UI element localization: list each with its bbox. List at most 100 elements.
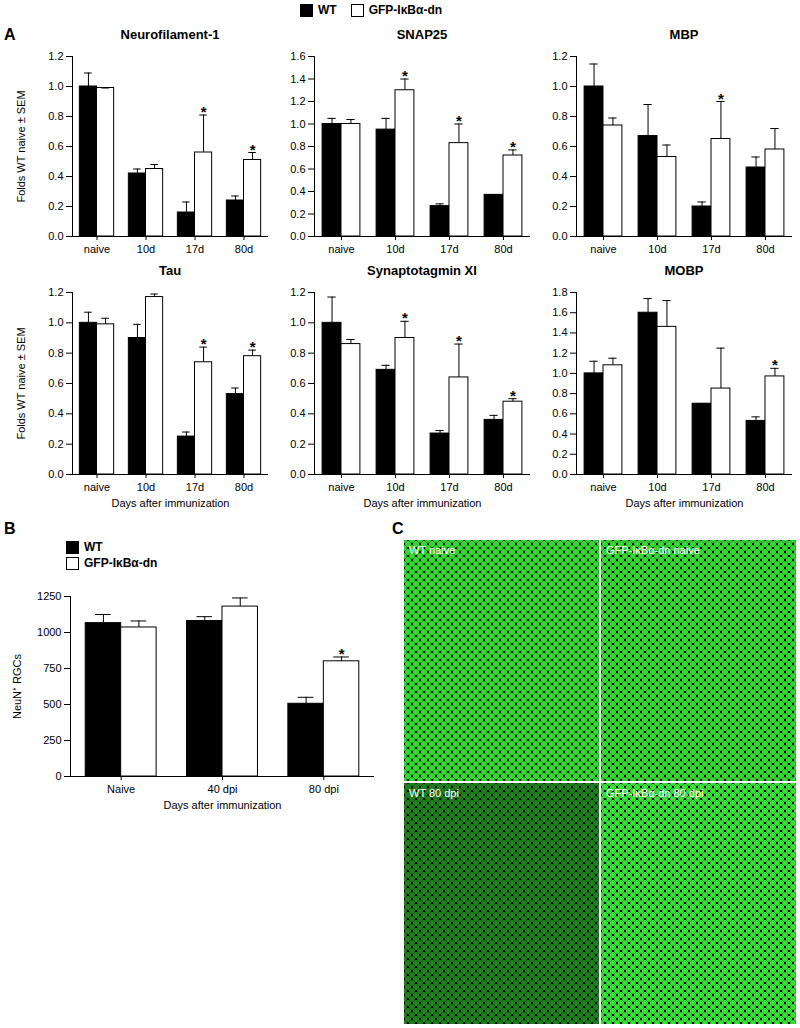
svg-text:1.0: 1.0 [552, 80, 567, 92]
svg-text:Days after immunization: Days after immunization [112, 497, 230, 509]
svg-text:Days after immunization: Days after immunization [626, 497, 744, 509]
svg-text:10d: 10d [648, 481, 666, 493]
svg-text:naive: naive [328, 481, 354, 493]
svg-text:1.8: 1.8 [552, 286, 567, 298]
svg-text:17d: 17d [702, 481, 720, 493]
svg-text:500: 500 [43, 698, 61, 710]
svg-text:17d: 17d [186, 243, 204, 255]
svg-text:0.8: 0.8 [48, 347, 63, 359]
svg-text:Folds WT naive ± SEM: Folds WT naive ± SEM [15, 90, 27, 202]
svg-text:naive: naive [590, 481, 616, 493]
svg-text:17d: 17d [186, 481, 204, 493]
svg-text:0.8: 0.8 [290, 140, 305, 152]
svg-text:1.0: 1.0 [290, 118, 305, 130]
svg-text:0.2: 0.2 [290, 208, 305, 220]
svg-text:0.4: 0.4 [552, 428, 567, 440]
svg-text:17d: 17d [440, 243, 458, 255]
svg-text:80 dpi: 80 dpi [309, 783, 339, 795]
svg-text:0.6: 0.6 [290, 377, 305, 389]
svg-text:naive: naive [590, 243, 616, 255]
svg-text:*: * [402, 309, 408, 326]
svg-text:0.8: 0.8 [48, 110, 63, 122]
svg-text:0.4: 0.4 [552, 170, 567, 182]
svg-text:1.0: 1.0 [48, 80, 63, 92]
svg-text:80d: 80d [756, 243, 774, 255]
svg-text:*: * [201, 103, 207, 120]
svg-text:0.6: 0.6 [48, 377, 63, 389]
svg-text:0.2: 0.2 [48, 200, 63, 212]
svg-text:Days after immunization: Days after immunization [364, 497, 482, 509]
svg-text:0.0: 0.0 [48, 468, 63, 480]
svg-text:*: * [250, 141, 256, 158]
svg-text:80d: 80d [494, 481, 512, 493]
svg-text:1.2: 1.2 [552, 347, 567, 359]
svg-text:1.6: 1.6 [552, 306, 567, 318]
svg-text:0.4: 0.4 [290, 185, 305, 197]
svg-text:17d: 17d [440, 481, 458, 493]
svg-text:*: * [201, 335, 207, 352]
svg-text:1.0: 1.0 [552, 367, 567, 379]
svg-text:*: * [456, 332, 462, 349]
svg-text:0.0: 0.0 [552, 468, 567, 480]
svg-text:0.0: 0.0 [290, 230, 305, 242]
svg-text:0.8: 0.8 [552, 110, 567, 122]
svg-text:1.6: 1.6 [290, 50, 305, 62]
svg-text:*: * [339, 645, 345, 662]
svg-text:*: * [402, 67, 408, 84]
svg-text:0.6: 0.6 [290, 163, 305, 175]
svg-text:*: * [772, 356, 778, 373]
svg-text:0.0: 0.0 [552, 230, 567, 242]
svg-text:0.6: 0.6 [552, 407, 567, 419]
svg-text:10d: 10d [386, 481, 404, 493]
svg-text:1.0: 1.0 [48, 316, 63, 328]
svg-text:40 dpi: 40 dpi [208, 783, 238, 795]
svg-text:*: * [718, 90, 724, 107]
svg-text:0.4: 0.4 [290, 407, 305, 419]
svg-text:0.6: 0.6 [48, 140, 63, 152]
svg-text:0.2: 0.2 [290, 438, 305, 450]
svg-text:1.2: 1.2 [290, 286, 305, 298]
svg-text:naive: naive [84, 243, 110, 255]
svg-text:0.6: 0.6 [552, 140, 567, 152]
svg-text:10d: 10d [386, 243, 404, 255]
svg-text:1.2: 1.2 [48, 286, 63, 298]
svg-text:*: * [510, 387, 516, 404]
svg-text:*: * [250, 338, 256, 355]
svg-text:1250: 1250 [37, 590, 61, 602]
svg-text:0.2: 0.2 [552, 448, 567, 460]
svg-text:10d: 10d [648, 243, 666, 255]
svg-text:naive: naive [328, 243, 354, 255]
svg-text:10d: 10d [137, 481, 155, 493]
svg-text:0.2: 0.2 [552, 200, 567, 212]
svg-text:0.0: 0.0 [48, 230, 63, 242]
svg-text:0: 0 [55, 770, 61, 782]
svg-text:1.2: 1.2 [552, 50, 567, 62]
svg-text:1.4: 1.4 [552, 326, 567, 338]
svg-text:80d: 80d [494, 243, 512, 255]
svg-text:10d: 10d [137, 243, 155, 255]
svg-text:NeuN⁺ RGCs: NeuN⁺ RGCs [11, 653, 23, 719]
svg-text:1.0: 1.0 [290, 316, 305, 328]
svg-text:0.4: 0.4 [48, 170, 63, 182]
svg-text:Naive: Naive [107, 783, 135, 795]
svg-text:0.0: 0.0 [290, 468, 305, 480]
svg-text:Days after immunization: Days after immunization [164, 799, 282, 811]
svg-text:naive: naive [84, 481, 110, 493]
svg-text:80d: 80d [235, 481, 253, 493]
svg-text:0.8: 0.8 [290, 347, 305, 359]
svg-text:1.4: 1.4 [290, 73, 305, 85]
svg-text:0.2: 0.2 [48, 438, 63, 450]
svg-text:1.2: 1.2 [290, 95, 305, 107]
svg-text:250: 250 [43, 734, 61, 746]
svg-text:0.8: 0.8 [552, 387, 567, 399]
svg-text:17d: 17d [702, 243, 720, 255]
svg-text:80d: 80d [235, 243, 253, 255]
svg-text:*: * [510, 138, 516, 155]
svg-text:80d: 80d [756, 481, 774, 493]
svg-text:750: 750 [43, 662, 61, 674]
svg-text:1000: 1000 [37, 626, 61, 638]
svg-text:1.2: 1.2 [48, 50, 63, 62]
svg-text:0.4: 0.4 [48, 407, 63, 419]
svg-text:*: * [456, 112, 462, 129]
svg-text:Folds WT naive ± SEM: Folds WT naive ± SEM [15, 327, 27, 439]
